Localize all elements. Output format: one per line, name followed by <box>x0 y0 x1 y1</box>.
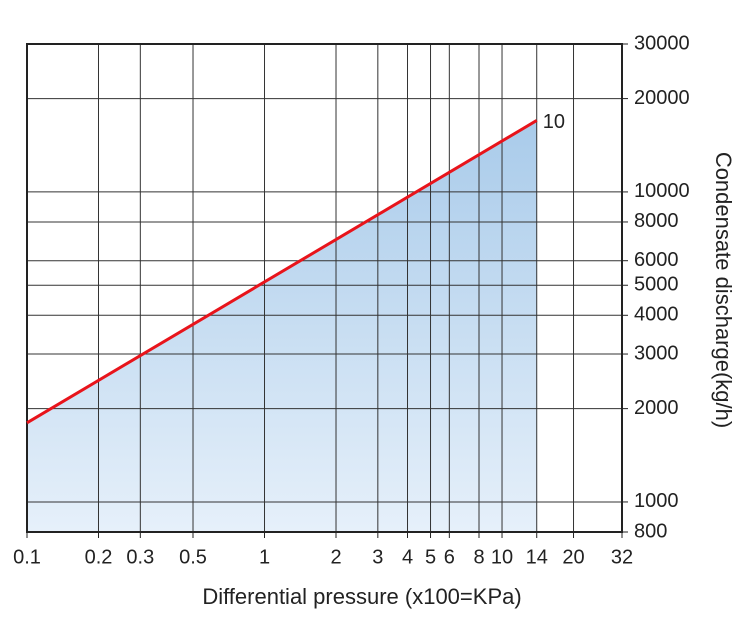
series-label: 10 <box>543 111 565 133</box>
y-tick-label: 3000 <box>634 342 679 364</box>
y-tick-label: 30000 <box>634 32 690 54</box>
x-tick-label: 6 <box>444 546 455 568</box>
x-tick-label: 0.2 <box>85 546 113 568</box>
y-tick-label: 2000 <box>634 397 679 419</box>
y-tick-label: 10000 <box>634 180 690 202</box>
x-tick-label: 3 <box>372 546 383 568</box>
series-line <box>26 119 538 425</box>
x-axis-label: Differential pressure (x100=KPa) <box>202 584 521 609</box>
y-tick-label: 20000 <box>634 87 690 109</box>
y-tick-label: 4000 <box>634 304 679 326</box>
x-tick-label: 4 <box>402 546 413 568</box>
y-tick-label: 5000 <box>634 274 679 296</box>
y-tick-label: 6000 <box>634 249 679 271</box>
x-tick-label: 8 <box>473 546 484 568</box>
x-tick-label: 0.3 <box>126 546 154 568</box>
area-fill <box>27 120 537 532</box>
y-axis-label: Condensate discharge(kg/h) <box>711 152 736 428</box>
x-tick-label: 0.5 <box>179 546 207 568</box>
x-tick-label: 2 <box>330 546 341 568</box>
plot-frame <box>26 43 623 533</box>
x-tick-label: 32 <box>611 546 633 568</box>
x-tick-label: 1 <box>259 546 270 568</box>
y-tick-label: 8000 <box>634 210 679 232</box>
x-tick-label: 20 <box>562 546 584 568</box>
x-tick-label: 0.1 <box>13 546 41 568</box>
x-tick-label: 5 <box>425 546 436 568</box>
y-tick-label: 800 <box>634 520 667 542</box>
x-tick-label: 10 <box>491 546 513 568</box>
y-tick-label: 1000 <box>634 490 679 512</box>
x-tick-label: 14 <box>526 546 548 568</box>
